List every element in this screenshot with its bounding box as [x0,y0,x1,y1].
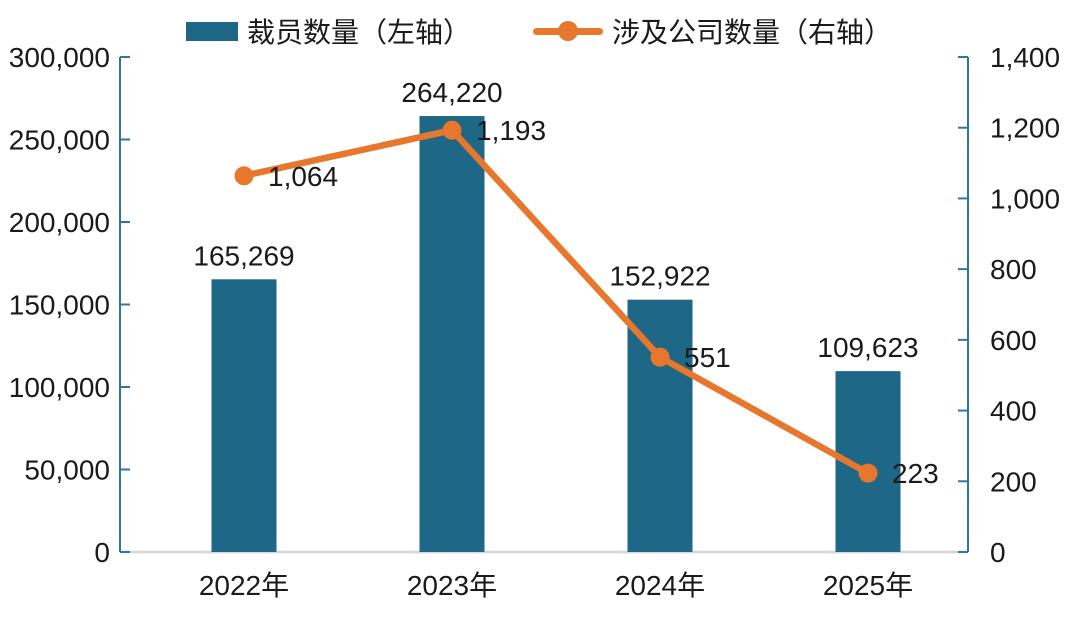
right-axis-tick-label: 1,000 [990,183,1060,214]
bar-series-swatch-icon [186,21,238,41]
line-marker-2022年 [234,166,254,186]
bar-value-label: 264,220 [401,77,502,108]
x-axis-label: 2023年 [407,570,497,601]
right-axis-tick-label: 1,200 [990,113,1060,144]
right-axis-tick-label: 600 [990,325,1037,356]
left-axis-tick-label: 250,000 [9,125,110,156]
legend-label-bar-series: 裁员数量（左轴） [247,17,472,48]
line-marker-2024年 [650,347,670,367]
line-value-label: 223 [892,458,939,489]
left-axis-tick-label: 300,000 [9,42,110,73]
line-value-label: 1,064 [268,161,338,192]
x-axis-label: 2024年 [615,570,705,601]
left-axis-tick-label: 150,000 [9,290,110,321]
right-axis-tick-label: 200 [990,466,1037,497]
right-axis-tick-label: 0 [990,537,1006,568]
left-axis-tick-label: 50,000 [24,455,110,486]
bar-value-label: 109,623 [817,332,918,363]
legend-label-line-series: 涉及公司数量（右轴） [612,17,893,48]
line-series-swatch-icon [533,21,603,41]
x-axis-label: 2022年 [199,570,289,601]
bar-2024年 [627,299,693,552]
line-swatch-marker-icon [558,21,578,41]
right-axis-tick-label: 400 [990,396,1037,427]
legend-item-line-series: 涉及公司数量（右轴） [533,12,892,50]
line-value-label: 551 [684,342,731,373]
left-axis-tick-label: 100,000 [9,372,110,403]
line-series [240,126,872,477]
line-marker-2025年 [858,463,878,483]
bar-value-label: 152,922 [609,261,710,292]
x-axis-label: 2025年 [823,570,913,601]
right-axis-tick-label: 1,400 [990,42,1060,73]
legend-item-bar-series: 裁员数量（左轴） [186,12,471,50]
left-axis-tick-label: 0 [94,537,110,568]
right-axis-tick-label: 800 [990,254,1037,285]
bar-2022年 [211,279,277,552]
line-value-label: 1,193 [476,115,546,146]
line-marker-2023年 [442,120,462,140]
bar-value-label: 165,269 [193,240,294,271]
left-axis-tick-label: 200,000 [9,207,110,238]
bar-2023年 [419,116,485,553]
